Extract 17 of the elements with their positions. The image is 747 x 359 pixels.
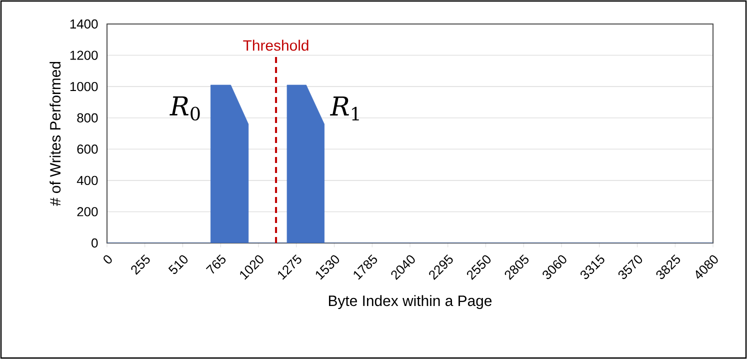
x-axis-title: Byte Index within a Page <box>328 295 492 310</box>
y-tick-label: 1000 <box>70 82 98 92</box>
y-tick-label: 1200 <box>70 50 98 60</box>
y-axis-title: # of Writes Performed <box>50 62 61 206</box>
y-tick-label: 800 <box>77 113 98 122</box>
y-tick-label: 1400 <box>70 19 98 29</box>
annotation: R$_{1}$ <box>330 96 359 120</box>
y-tick-label: 400 <box>76 176 98 186</box>
annotation: R$_{0}$ <box>170 96 200 120</box>
x-tick-label: 765 <box>206 254 226 274</box>
y-tick-label: 600 <box>77 144 98 154</box>
x-tick-label: 255 <box>131 254 150 275</box>
x-tick-label: 0 <box>104 255 112 264</box>
ref-line-label: Threshold <box>243 40 308 51</box>
y-tick-label: 0 <box>92 238 98 248</box>
x-tick-label: 510 <box>168 255 188 274</box>
y-tick-label: 200 <box>77 207 98 216</box>
